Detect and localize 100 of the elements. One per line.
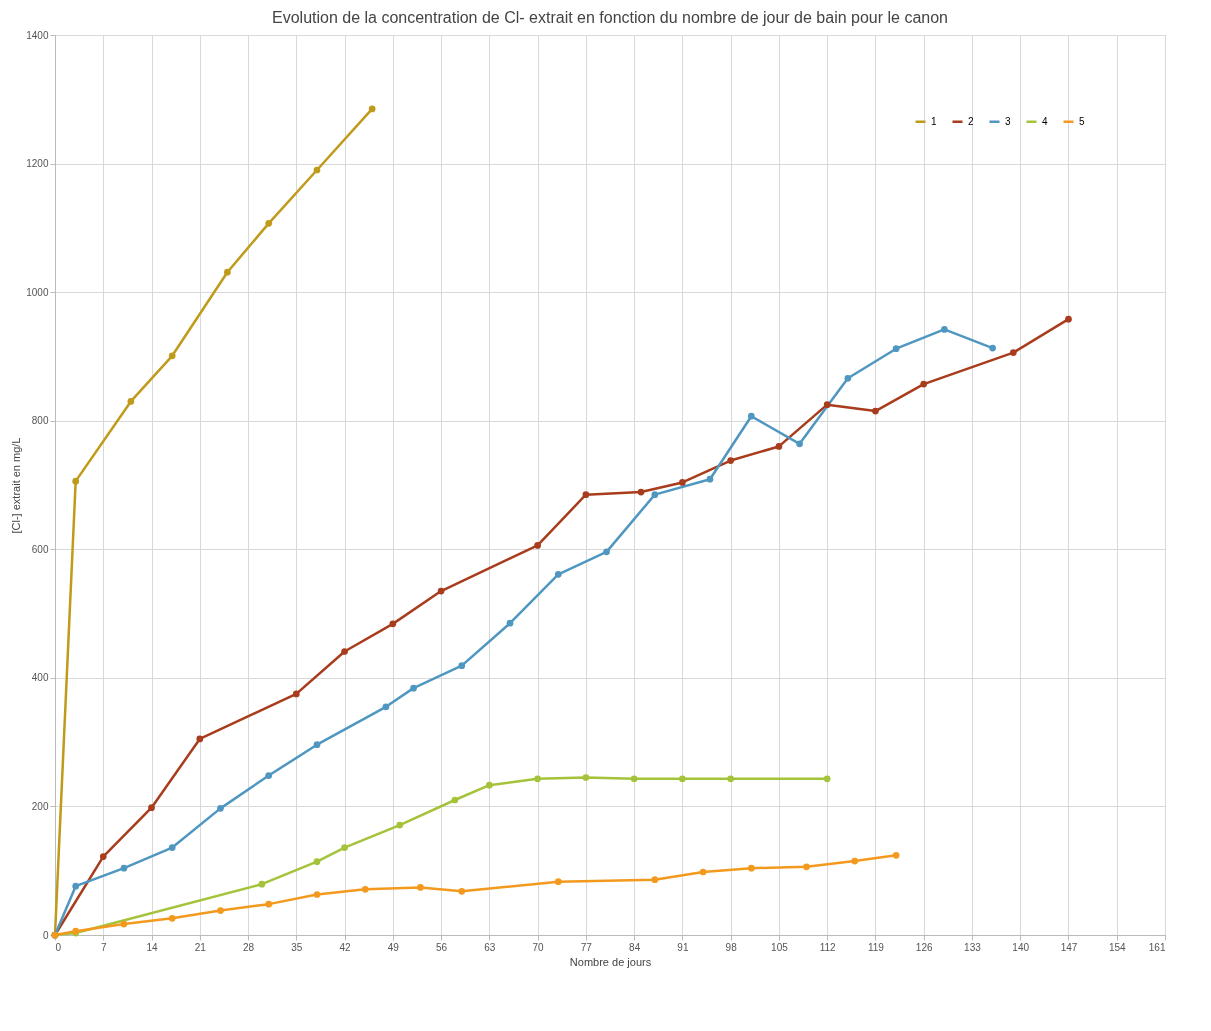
y-tick-label: 600 <box>31 543 49 555</box>
x-tick-label: 7 <box>100 941 107 953</box>
point <box>292 690 300 698</box>
point <box>99 853 107 860</box>
point <box>823 401 831 408</box>
point <box>892 851 900 859</box>
point <box>389 620 397 628</box>
x-tick-label: 49 <box>387 941 400 953</box>
x-tick-label: 42 <box>339 941 352 953</box>
legend-label: 4 <box>1042 115 1048 127</box>
x-tick-label: 63 <box>484 941 496 953</box>
point <box>368 105 376 113</box>
point <box>396 821 404 829</box>
point <box>196 735 204 743</box>
x-tick-label: 21 <box>194 941 207 953</box>
x-axis-title: Nombre de jours <box>569 955 652 968</box>
point <box>341 648 348 655</box>
point <box>120 920 128 928</box>
x-tick-label: 105 <box>771 941 789 953</box>
point <box>361 886 369 893</box>
point <box>747 412 755 420</box>
x-tick-label: 35 <box>291 941 303 953</box>
point <box>168 844 176 851</box>
point <box>679 479 686 486</box>
point <box>120 864 128 872</box>
point <box>554 878 562 885</box>
point <box>823 775 831 783</box>
point <box>941 326 948 333</box>
chart-title: Evolution de la concentration de Cl- extrait en fonction du nombre de jour de bain pour le canon <box>272 9 948 26</box>
x-tick-label: 14 <box>146 941 159 953</box>
point <box>803 863 810 871</box>
point <box>534 542 541 549</box>
point <box>1065 315 1072 323</box>
x-tick-label: 154 <box>1108 941 1127 953</box>
point <box>775 443 783 450</box>
legend-label: 3 <box>1005 115 1011 127</box>
point <box>699 868 707 876</box>
y-tick-label: 0 <box>42 929 49 941</box>
point <box>506 619 514 627</box>
point <box>727 775 735 783</box>
point <box>582 491 590 498</box>
point <box>417 884 424 891</box>
legend-label: 5 <box>1079 115 1085 127</box>
point <box>630 775 638 783</box>
point <box>341 844 348 851</box>
point <box>313 741 321 749</box>
x-tick-label: 147 <box>1060 941 1078 953</box>
x-tick-label: 56 <box>436 941 448 953</box>
x-tick-label: 0 <box>55 941 62 953</box>
point <box>313 858 321 866</box>
point <box>458 662 466 669</box>
point <box>451 796 459 804</box>
point <box>534 775 541 783</box>
point <box>603 548 610 556</box>
point <box>127 398 135 405</box>
point <box>382 703 390 711</box>
legend-label: 2 <box>968 115 974 127</box>
point <box>747 864 755 872</box>
point <box>313 166 321 174</box>
y-tick-label: 1000 <box>26 286 49 298</box>
point <box>651 876 659 884</box>
point <box>796 440 803 448</box>
point <box>265 772 273 779</box>
x-tick-label: 28 <box>242 941 255 953</box>
point <box>258 880 266 888</box>
point <box>582 774 590 781</box>
x-tick-label: 133 <box>964 941 982 953</box>
y-tick-label: 1200 <box>26 158 49 170</box>
point <box>313 891 321 898</box>
x-tick-label: 140 <box>1012 941 1030 953</box>
point <box>217 805 224 812</box>
point <box>727 457 735 464</box>
x-tick-label: 126 <box>915 941 933 953</box>
x-tick-label: 112 <box>819 941 837 953</box>
x-tick-label: 98 <box>725 941 738 953</box>
point <box>554 571 562 578</box>
x-tick-label: 77 <box>580 941 593 953</box>
point <box>148 804 155 812</box>
point <box>437 587 445 595</box>
point <box>892 345 900 353</box>
x-tick-label: 161 <box>1148 941 1166 953</box>
point <box>651 491 659 498</box>
y-axis-title: [Cl-] extrait en mg/L <box>10 437 23 534</box>
point <box>410 684 417 692</box>
x-tick-label: 84 <box>629 941 641 953</box>
point <box>851 857 859 865</box>
point <box>265 900 273 908</box>
y-tick-label: 200 <box>31 800 49 812</box>
point <box>168 914 176 922</box>
point <box>1009 349 1017 356</box>
point <box>265 220 273 227</box>
point <box>224 268 231 276</box>
point <box>844 374 852 382</box>
y-tick-label: 1400 <box>26 29 49 41</box>
legend-label: 1 <box>931 115 937 127</box>
point <box>706 475 714 483</box>
point <box>872 407 879 415</box>
x-tick-label: 119 <box>867 941 885 953</box>
y-tick-label: 400 <box>31 672 49 684</box>
point <box>217 907 224 914</box>
